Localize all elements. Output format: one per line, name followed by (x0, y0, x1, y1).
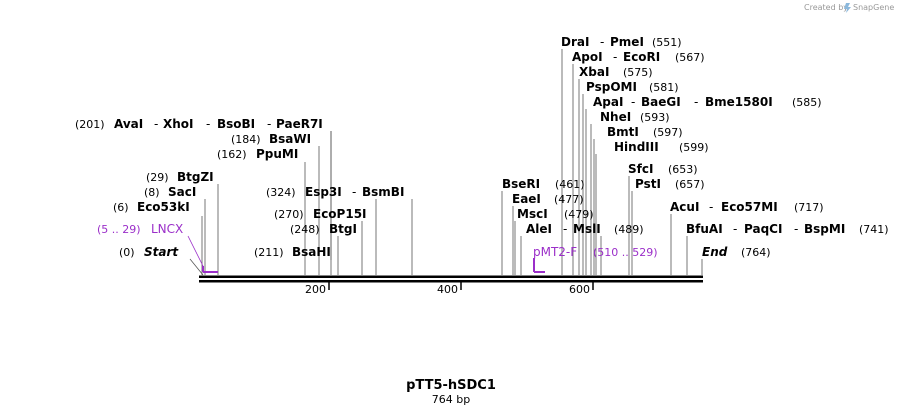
site-label-eaei: EaeI (477) (512, 188, 584, 207)
site-label-drai-group: DraI - PmeI (551) (561, 31, 682, 50)
site-label-bseri: BseRI (461) (502, 173, 585, 192)
site-label-saci: (8) SacI (144, 181, 196, 200)
site-label-esp3i-group: (324) Esp3I - BsmBI (266, 181, 404, 200)
leader-line-start (189, 258, 204, 276)
site-label-xbai: XbaI (575) (579, 61, 653, 80)
start-label: (0) Start (119, 241, 179, 260)
site-label-bsawi: (184) BsaWI (231, 128, 311, 147)
end-position: (764) (741, 246, 771, 259)
primer-name: LNCX (151, 222, 183, 236)
credit-prefix: Created by (804, 3, 848, 12)
axis-tick-label: 400 (437, 283, 458, 296)
credit-brand: SnapGene (853, 3, 894, 12)
site-label-bfuai-group: BfuAI - PaqCI - BspMI (741) (686, 218, 889, 237)
site-label-sfci: SfcI (653) (628, 158, 698, 177)
site-label-msci: MscI (479) (517, 203, 594, 222)
site-leader-lines (189, 49, 703, 276)
leader-line-lncx (187, 235, 204, 267)
site-label-ppumi: (162) PpuMI (217, 143, 298, 162)
plasmid-title: pTT5-hSDC1 (406, 378, 496, 393)
primer-label-lncx: (5 .. 29) LNCX (97, 218, 183, 237)
end-label: End (764) (702, 241, 771, 260)
axis-tick-label: 600 (569, 283, 590, 296)
end-name: End (702, 245, 728, 259)
primer-range: (5 .. 29) (97, 223, 141, 236)
site-label-nhei: NheI (593) (600, 106, 670, 125)
snapgene-logo-icon (844, 3, 851, 13)
primer-label-pmt2f: pMT2-F (510 .. 529) (533, 241, 658, 260)
sequence-line-bottom (199, 280, 703, 283)
site-label-avai-group: (201) AvaI - XhoI - BsoBI - PaeR7I (75, 113, 323, 132)
site-label-bmti: BmtI (597) (607, 121, 683, 140)
primer-arrow-pmt2f (533, 258, 545, 273)
site-label-pspomi: PspOMI (581) (586, 76, 679, 95)
sequence-line-top (199, 275, 703, 278)
site-label-psti: PstI (657) (635, 173, 705, 192)
primer-name: pMT2-F (533, 245, 577, 259)
start-name: Start (144, 245, 179, 259)
site-label-btgi: (248) BtgI (290, 218, 357, 237)
site-label-acui-group: AcuI - Eco57MI (717) (670, 196, 824, 215)
site-label-btgzi: (29) BtgZI (146, 166, 214, 185)
site-label-apoi-group: ApoI - EcoRI (567) (572, 46, 705, 65)
site-label-alei-group: AleI - MslI (489) (526, 218, 644, 237)
start-position: (0) (119, 246, 135, 259)
primer-range: (510 .. 529) (593, 246, 658, 259)
primer-arrow-lncx (202, 266, 218, 273)
site-label-apai-group: ApaI - BaeGI - Bme1580I (585) (593, 91, 822, 110)
site-label-ecop15i: (270) EcoP15I (274, 203, 367, 222)
axis-tick-label: 200 (305, 283, 326, 296)
site-label-hindiii: HindIII (599) (614, 136, 709, 155)
site-label-bsahi: (211) BsaHI (254, 241, 331, 260)
site-label-eco53ki: (6) Eco53kI (113, 196, 190, 215)
plasmid-length: 764 bp (432, 393, 470, 406)
